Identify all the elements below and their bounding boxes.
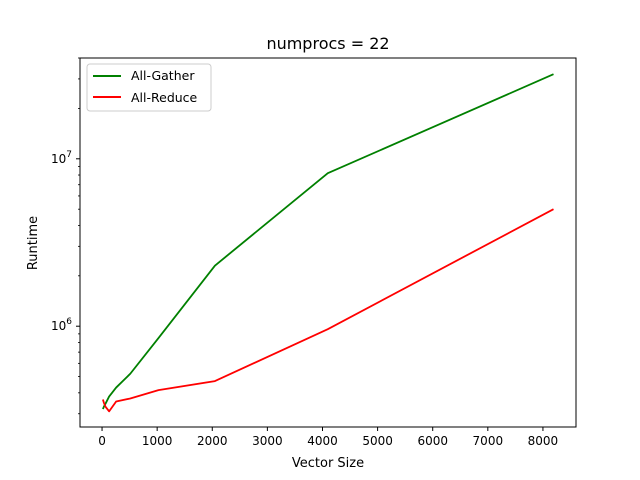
x-tick-label: 8000 bbox=[528, 434, 559, 448]
legend-label-all-reduce: All-Reduce bbox=[131, 90, 198, 105]
x-axis-label: Vector Size bbox=[292, 456, 364, 471]
x-tick-label: 5000 bbox=[362, 434, 393, 448]
x-tick-label: 3000 bbox=[252, 434, 283, 448]
x-tick-label: 0 bbox=[98, 434, 106, 448]
legend-label-all-gather: All-Gather bbox=[131, 68, 195, 83]
chart-title: numprocs = 22 bbox=[266, 34, 389, 53]
y-axis-label: Runtime bbox=[26, 216, 41, 270]
x-tick-label: 4000 bbox=[307, 434, 338, 448]
legend: All-Gather All-Reduce bbox=[86, 63, 212, 112]
x-tick-label: 7000 bbox=[473, 434, 504, 448]
x-tick-label: 6000 bbox=[417, 434, 448, 448]
x-tick-label: 1000 bbox=[142, 434, 173, 448]
x-tick-label: 2000 bbox=[197, 434, 228, 448]
plot-lines bbox=[102, 73, 554, 413]
plot-frame bbox=[79, 57, 577, 428]
x-axis-ticks: 0 1000 2000 3000 4000 5000 6000 7000 8000 bbox=[98, 427, 558, 448]
series-line-all-reduce bbox=[102, 208, 554, 413]
